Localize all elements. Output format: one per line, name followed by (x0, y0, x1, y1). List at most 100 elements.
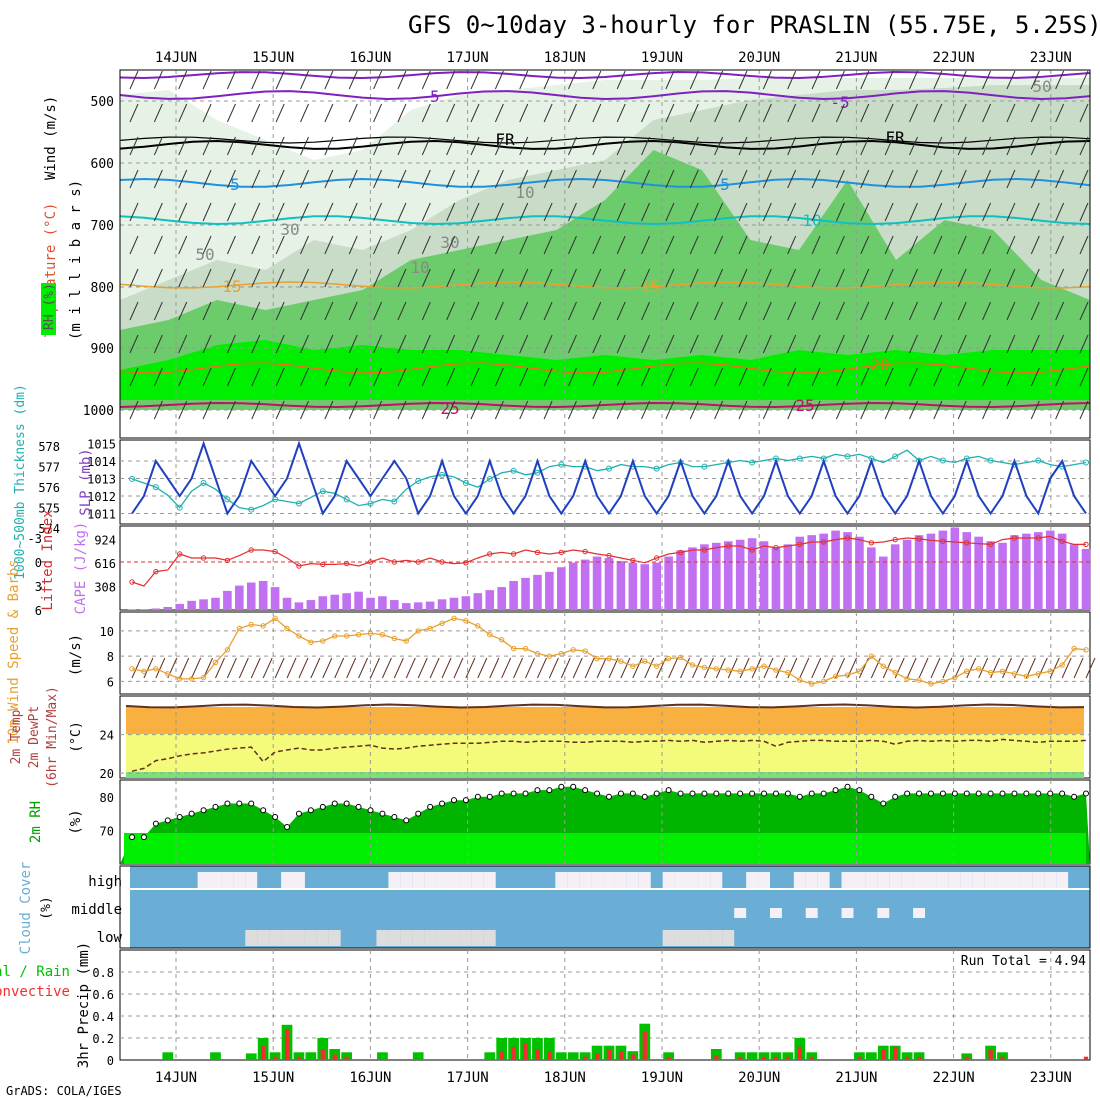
temp2m-label: 2m Temp (9, 709, 24, 764)
high-cloud-gap (1020, 872, 1033, 890)
wind10-point (606, 655, 612, 662)
wind-barb (397, 202, 407, 222)
wind-barb (1055, 367, 1065, 387)
li-point (200, 555, 207, 561)
rh2m-point (343, 800, 350, 807)
slp-tick: 1013 (87, 473, 116, 487)
wind10-point (594, 655, 600, 662)
dewpoint-base (126, 772, 1084, 778)
rh2m-point (284, 824, 291, 831)
wind-barb (251, 70, 261, 90)
wind-barb (1055, 136, 1065, 156)
wind-barb (665, 334, 675, 354)
high-cloud-gap (698, 872, 711, 890)
rh2m-point (439, 800, 446, 807)
wind-barb (494, 301, 504, 321)
cape-bar (640, 564, 650, 610)
date-tick-top: 19JUN (641, 50, 683, 66)
precip-convective-bar (284, 1029, 290, 1060)
low-cloud-clear (269, 930, 282, 946)
wind-barb (933, 268, 943, 288)
wind-barb (275, 103, 285, 123)
cape-bar (568, 562, 578, 610)
wind-barb (494, 268, 504, 288)
cape-bar (211, 597, 220, 610)
low-cloud-clear (686, 930, 699, 946)
cape-bar (1045, 530, 1055, 610)
wind-barb (884, 334, 894, 354)
wind10-barb (978, 657, 989, 679)
wind-barb (689, 301, 699, 321)
wind-barb (811, 334, 821, 354)
mid-cloud-gap (841, 908, 854, 918)
wind10-point (785, 669, 791, 676)
wind10-point (487, 632, 493, 638)
wind-barb (616, 334, 626, 354)
wind-barb (909, 367, 918, 387)
wind-barb (714, 400, 724, 420)
wind10-point (1023, 673, 1030, 680)
wind-barb (421, 367, 431, 387)
low-cloud-clear (328, 930, 341, 946)
wind-barb (543, 367, 553, 387)
precip-convective-bar (666, 1056, 671, 1060)
wind10-point (1071, 645, 1077, 652)
thickness-tick: 574 (38, 522, 60, 536)
cape-bar (819, 533, 828, 610)
wind-barb (884, 268, 894, 288)
precip-total-bar (854, 1052, 865, 1060)
wind-barb (665, 202, 675, 222)
wind-barb (762, 400, 772, 420)
wind-barb (348, 301, 358, 321)
rh2m-point (725, 790, 732, 797)
pressure-tick: 1000 (83, 404, 114, 419)
thickness-tick: 578 (38, 440, 60, 454)
wind-barb (251, 334, 261, 354)
wind-barb (178, 103, 188, 123)
wind10-point (367, 630, 374, 637)
rh2m-point (868, 793, 875, 800)
temp2m-tick: 24 (100, 729, 114, 743)
wind10-point (940, 678, 946, 685)
wind-barb (1055, 301, 1065, 321)
wind-barb (202, 70, 212, 90)
li-point (1035, 535, 1042, 541)
wind10-point (415, 628, 421, 634)
wind10-barb (298, 657, 309, 679)
wind-barb (860, 103, 870, 123)
wind-barb (519, 202, 529, 222)
thickness-point (367, 500, 374, 507)
wind-barb (1079, 301, 1089, 321)
wind-barb (762, 70, 772, 90)
cape-bar (461, 596, 471, 610)
wind-barb (421, 334, 431, 354)
wind-barb (568, 268, 577, 288)
wind-barb (348, 367, 358, 387)
precip-total-bar (997, 1052, 1008, 1060)
wind-barb (202, 103, 212, 123)
wind10-point (928, 681, 934, 687)
high-cloud-gap (758, 872, 770, 890)
thickness-tick: 576 (38, 481, 60, 495)
wind-barb (568, 235, 577, 255)
thickness-point (343, 496, 350, 503)
wind-barb (129, 367, 139, 387)
wind-barb (1079, 235, 1089, 255)
cape-bar (902, 539, 912, 610)
li-point (940, 538, 946, 544)
contour-label: 25 (795, 396, 814, 415)
wind-barb (884, 70, 894, 90)
wind-barb (129, 268, 139, 288)
wind10-point (749, 666, 755, 672)
wind-barb (665, 400, 675, 420)
wind-barb (665, 136, 675, 156)
precip-total-bar (555, 1052, 567, 1060)
chart-title: GFS 0~10day 3-hourly for PRASLIN (55.75E… (408, 11, 1100, 39)
date-tick-top: 20JUN (738, 50, 780, 66)
wind10-point (701, 664, 708, 671)
precip-total-bar (341, 1052, 353, 1060)
wind10-point (439, 620, 445, 627)
rh2m-point (367, 807, 374, 814)
wind10-barb (823, 657, 834, 679)
wind-barb (592, 70, 602, 90)
